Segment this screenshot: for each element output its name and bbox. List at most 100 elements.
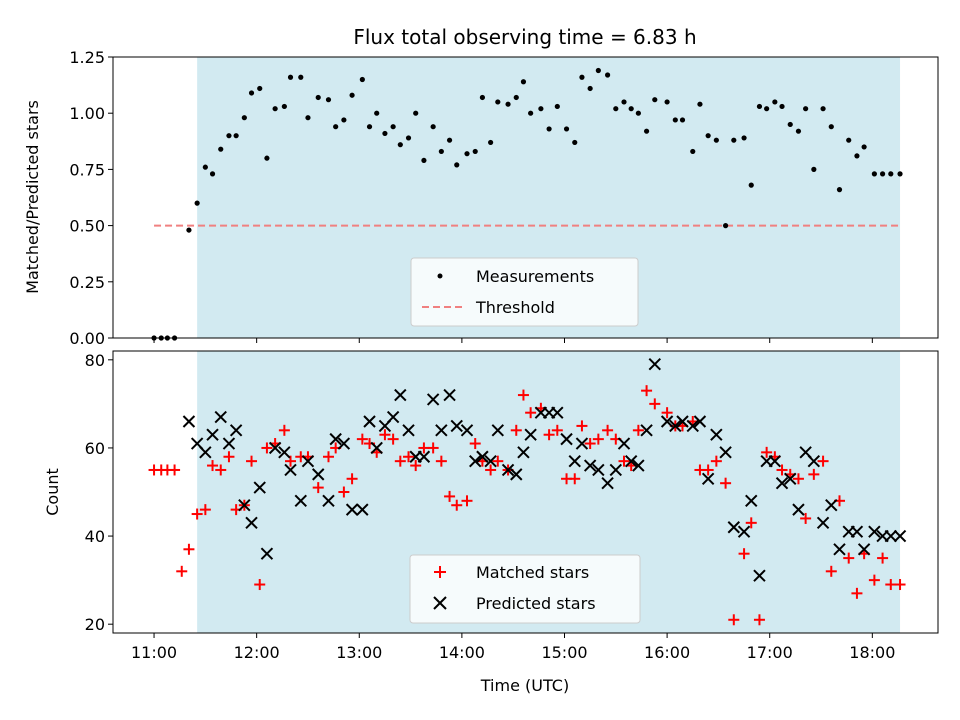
predicted-star-point <box>356 503 369 516</box>
matched-star-point <box>753 614 765 626</box>
predicted-star-point <box>294 494 307 508</box>
predicted-star-point <box>329 432 342 446</box>
bottom-xlabel: Time (UTC) <box>480 676 569 695</box>
predicted-star-point <box>345 503 359 516</box>
matched-star-point <box>808 468 820 480</box>
matched-star-point <box>761 446 773 458</box>
matched-star-point <box>387 433 399 445</box>
matched-star-point <box>868 574 880 586</box>
matched-star-point <box>469 438 481 450</box>
measurement-point <box>264 155 270 161</box>
matched-star-point <box>592 433 604 445</box>
measurement-point <box>554 103 560 110</box>
measurement-point <box>888 171 894 177</box>
matched-star-point <box>641 385 653 397</box>
matched-star-point <box>418 442 430 454</box>
matched-star-point <box>825 565 837 577</box>
measurement-point <box>374 110 380 116</box>
predicted-star-point <box>301 454 315 468</box>
predicted-star-point <box>737 525 751 538</box>
matched-star-point <box>584 438 596 450</box>
predicted-star-point <box>592 463 605 477</box>
measurement-point <box>464 151 470 157</box>
predicted-star-point <box>402 424 415 437</box>
predicted-star-point <box>719 446 732 459</box>
predicted-star-point <box>568 454 581 468</box>
measurement-point <box>772 99 778 105</box>
matched-star-point <box>207 460 219 472</box>
predicted-star-point <box>435 424 448 437</box>
predicted-star-point <box>617 437 631 450</box>
predicted-star-point <box>312 468 325 481</box>
legend-matched-label: Matched stars <box>476 563 589 582</box>
top-panel: 0.00 0.25 0.50 0.75 1.00 1.25 Matched/Predict… <box>23 48 939 348</box>
matched-star-point <box>851 587 863 599</box>
predicted-star-point <box>417 450 431 463</box>
measurement-point <box>538 106 544 112</box>
predicted-star-point <box>214 410 227 424</box>
measurement-point <box>690 148 696 155</box>
predicted-star-point <box>222 437 236 450</box>
predicted-star-point <box>768 454 782 468</box>
measurement-point <box>446 137 453 143</box>
matched-star-point <box>461 495 473 507</box>
measurement-point <box>795 128 802 134</box>
predicted-star-point <box>676 415 689 428</box>
measurement-point <box>390 124 396 130</box>
predicted-star-point <box>807 454 821 468</box>
measurement-point <box>722 223 729 229</box>
predicted-star-point <box>792 503 805 516</box>
measurement-point <box>836 187 843 193</box>
matched-star-point <box>745 517 757 529</box>
y-tick-label: 0.00 <box>69 329 105 348</box>
measurement-point <box>672 117 678 123</box>
predicted-star-point <box>784 472 797 485</box>
predicted-star-point <box>601 476 614 490</box>
measurement-point <box>382 130 388 137</box>
measurement-point <box>705 133 711 139</box>
matched-star-point <box>576 420 588 432</box>
measurement-point <box>563 126 570 132</box>
measurement-point <box>713 137 719 143</box>
y-tick-label: 20 <box>85 615 105 634</box>
predicted-star-point <box>624 454 638 468</box>
measurement-point <box>405 135 412 141</box>
bottom-legend: Matched stars Predicted stars <box>409 554 641 624</box>
measurement-point <box>413 110 419 116</box>
predicted-star-point <box>469 454 482 468</box>
predicted-star-point <box>450 419 463 433</box>
measurement-point <box>897 171 903 177</box>
y-tick-label: 1.00 <box>69 104 105 123</box>
matched-star-point <box>485 464 497 476</box>
matched-star-point <box>379 429 391 441</box>
bottom-ylabel: Count <box>43 468 62 516</box>
predicted-star-point <box>551 406 564 419</box>
chart-title: Flux total observing time = 6.83 h <box>353 25 696 49</box>
measurement-point <box>803 106 809 112</box>
measurement-point <box>787 121 793 128</box>
predicted-star-point <box>253 481 266 494</box>
measurement-point <box>202 164 208 170</box>
measurement-point <box>861 144 867 150</box>
predicted-star-point <box>491 424 505 437</box>
y-tick-label: 80 <box>85 351 105 370</box>
bottom-legend-box <box>409 554 641 624</box>
measurement-point <box>854 153 860 159</box>
matched-star-point <box>618 455 630 467</box>
predicted-star-point <box>775 476 789 490</box>
legend-measurement-marker <box>437 273 443 279</box>
measurement-point <box>731 137 737 143</box>
predicted-star-point <box>510 468 523 481</box>
measurement-point <box>828 124 834 130</box>
measurement-point <box>820 106 826 112</box>
measurement-point <box>341 117 347 123</box>
matched-star-point <box>661 407 673 419</box>
bottom-panel-frame <box>112 350 939 634</box>
matched-star-point <box>632 424 644 436</box>
measurement-point <box>741 135 747 141</box>
predicted-star-point <box>182 415 196 428</box>
legend-threshold-label: Threshold <box>475 298 555 317</box>
predicted-star-point <box>686 419 699 433</box>
predicted-star-point <box>575 437 589 450</box>
measurement-point <box>748 182 754 188</box>
